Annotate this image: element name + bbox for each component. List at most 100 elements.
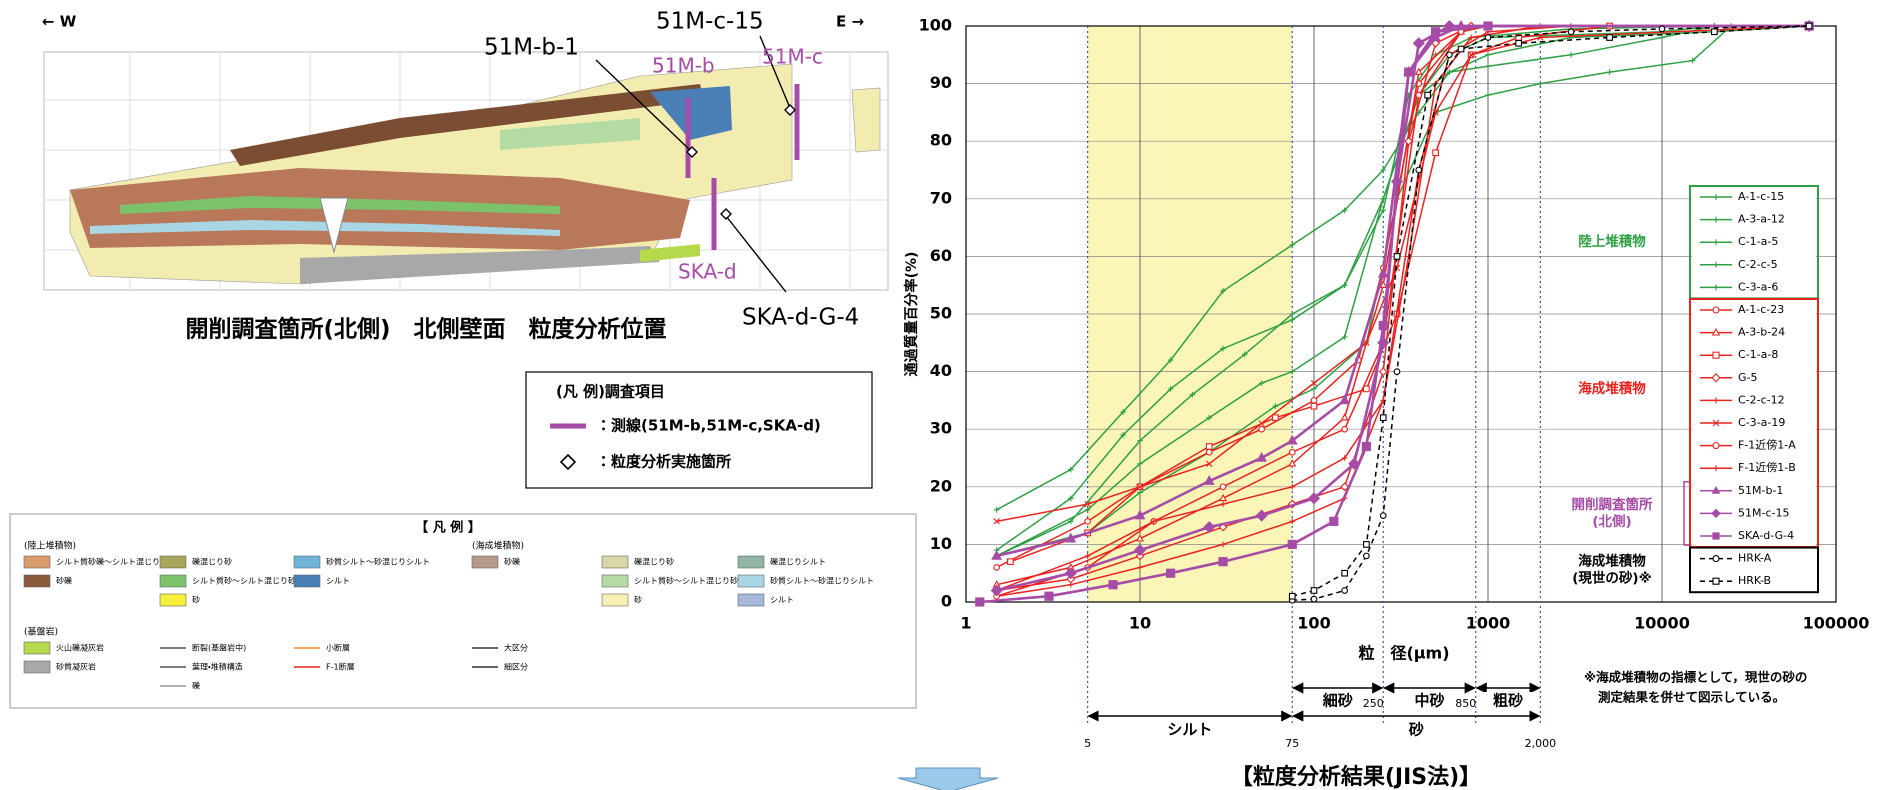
cross-section: ← W E → 51M-b 51M-c SKA-d 51M-b-1 51M-c-… xyxy=(42,9,889,343)
point xyxy=(1713,239,1719,246)
point xyxy=(1108,580,1118,590)
x-axis-label: 粒 径(μm) xyxy=(1358,644,1449,663)
point xyxy=(1120,432,1126,438)
point xyxy=(1220,288,1226,294)
point xyxy=(1340,482,1350,492)
point xyxy=(1712,419,1720,427)
point xyxy=(1348,457,1361,470)
x-tick-label: 1 xyxy=(960,614,971,633)
y-tick-label: 10 xyxy=(930,534,952,553)
point xyxy=(1167,357,1174,363)
legend-entry-label: 礫混じりシルト xyxy=(770,557,826,567)
size-class-label: シルト xyxy=(1167,721,1212,739)
point xyxy=(1711,28,1718,36)
legend-entry-label: シルト xyxy=(770,596,794,605)
legend-swatch xyxy=(471,555,499,569)
point xyxy=(1065,532,1077,543)
legend-entry-label: 砂質シルト〜砂混じりシルト xyxy=(770,576,874,586)
point xyxy=(1256,451,1268,462)
legend-group-label: (北側) xyxy=(1592,513,1631,530)
point-label: SKA-d-G-4 xyxy=(742,305,859,331)
point xyxy=(1431,27,1441,37)
legend-entry-label: 砂 xyxy=(192,595,200,605)
east-label: E → xyxy=(836,13,864,31)
point xyxy=(1340,413,1349,421)
point xyxy=(1203,521,1216,534)
point xyxy=(1379,414,1387,422)
legend-row-bg xyxy=(1692,209,1816,230)
point xyxy=(1272,403,1279,409)
point xyxy=(1712,532,1720,540)
point xyxy=(1568,52,1574,58)
x-tick-label: 100000 xyxy=(1803,614,1870,633)
point xyxy=(1310,595,1318,603)
legend-row-bg xyxy=(1692,458,1816,479)
legend-label: A-1-c-23 xyxy=(1738,303,1784,316)
legend-group-label: (海成堆積物) xyxy=(472,540,524,552)
point xyxy=(1713,261,1719,268)
point xyxy=(1136,483,1144,490)
point xyxy=(1404,136,1414,146)
point xyxy=(1288,459,1297,467)
legend-label: C-1-a-8 xyxy=(1738,348,1778,361)
y-tick-label: 80 xyxy=(930,131,952,150)
legend-label: C-1-a-5 xyxy=(1738,235,1778,248)
boundary-label: 75 xyxy=(1285,737,1299,750)
point xyxy=(1415,91,1423,99)
point xyxy=(1288,448,1296,456)
point xyxy=(1289,316,1296,323)
y-tick-label: 90 xyxy=(930,73,952,92)
legend-swatch xyxy=(737,593,765,607)
point xyxy=(1206,414,1213,421)
chart-title: 【粒度分析結果(JIS法)】 xyxy=(1231,764,1481,790)
point xyxy=(1363,552,1370,560)
legend-entry-label: 大区分 xyxy=(504,643,528,653)
legend-entry-label: 細区分 xyxy=(504,662,528,672)
boundary-label: 250 xyxy=(1363,697,1384,710)
point xyxy=(1166,568,1176,578)
note: 測定結果を併せて図示している。 xyxy=(1598,690,1785,705)
point xyxy=(993,507,1000,513)
point xyxy=(1067,581,1074,588)
point xyxy=(1310,379,1318,387)
legend-row-bg xyxy=(1692,413,1816,433)
point xyxy=(1218,557,1228,567)
legend-frame xyxy=(525,371,873,489)
point xyxy=(1361,441,1371,452)
sample-point xyxy=(686,104,796,220)
layer-silt xyxy=(650,86,732,140)
point xyxy=(1713,284,1719,291)
point xyxy=(1205,443,1213,450)
legend-line-label: ：測線(51M-b,51M-c,SKA-d) xyxy=(596,417,821,435)
point xyxy=(1341,334,1348,340)
legend-entry-label: シルト xyxy=(326,577,350,586)
legend-group-bracket xyxy=(1683,481,1689,546)
y-tick-label: 70 xyxy=(930,188,952,207)
point xyxy=(1414,67,1423,75)
point xyxy=(1289,311,1296,317)
legend-group-frame xyxy=(1689,546,1819,594)
point xyxy=(1084,507,1091,513)
legend-label: HRK-B xyxy=(1738,574,1771,587)
point xyxy=(1067,495,1074,502)
note: ※海成堆積物の指標として，現世の砂の xyxy=(1584,670,1807,685)
legend-group-label: 陸上堆積物 xyxy=(1578,233,1646,250)
legend-swatch xyxy=(23,555,51,569)
section-caption: 開削調査箇所(北側) 北側壁面 粒度分析位置 xyxy=(185,316,666,343)
legend-swatch xyxy=(159,593,187,607)
point xyxy=(1446,51,1453,59)
legend-label: HRK-A xyxy=(1738,552,1772,565)
point xyxy=(1219,483,1227,491)
point xyxy=(1341,207,1348,214)
point xyxy=(1150,518,1157,525)
point xyxy=(993,518,1000,525)
point xyxy=(1468,34,1474,41)
point xyxy=(1378,367,1388,377)
point xyxy=(1363,339,1370,346)
point xyxy=(1537,34,1544,41)
legend-swatch xyxy=(23,574,51,588)
series-line xyxy=(996,24,1809,592)
point xyxy=(1084,553,1091,559)
point xyxy=(1137,437,1143,444)
point xyxy=(1135,534,1145,542)
